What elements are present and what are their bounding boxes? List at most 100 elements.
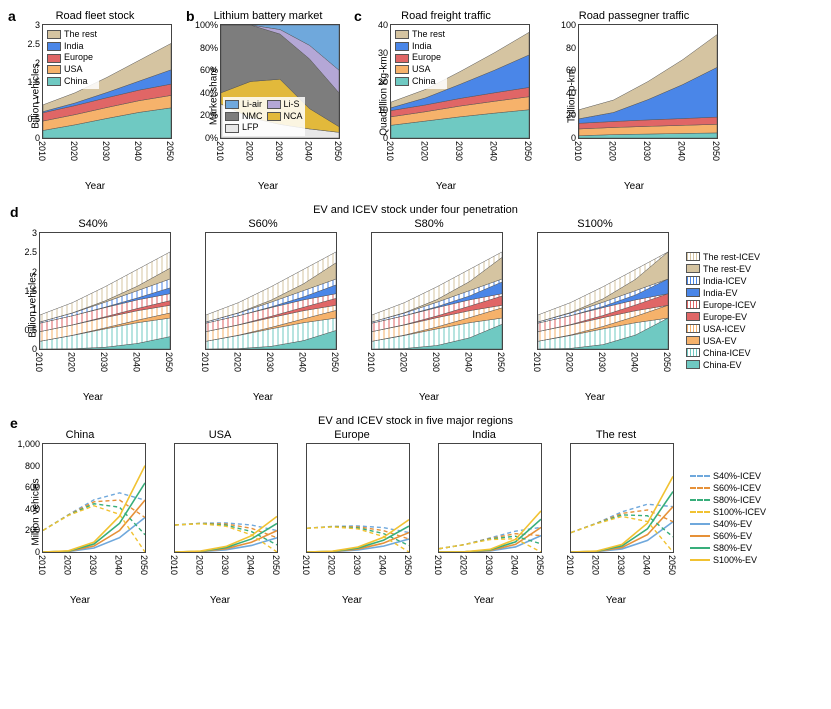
legend-item: S60%-ICEV [690, 483, 766, 493]
panel-e-sub-1: USA 20102020203020402050 Year [158, 429, 282, 606]
xtick: 2050 [139, 555, 149, 575]
panel-b-label: b [186, 8, 195, 24]
panel-b-chart: 0%20%40%60%80%100%Li-airLi-SNMCNCALFP [220, 24, 340, 139]
legend-item: India-EV [686, 288, 760, 298]
legend-swatch [47, 77, 61, 86]
ytick: 2.5 [24, 247, 40, 257]
xtick: 2010 [565, 555, 575, 575]
xtick: 2050 [523, 141, 533, 161]
legend-line-swatch [690, 511, 710, 513]
panel-b: b Lithium battery market Market share 0%… [188, 10, 348, 192]
panel-e-sub-2: Europe 20102020203020402050 Year [290, 429, 414, 606]
legend-swatch [267, 100, 281, 109]
ytick: 0.5 [24, 325, 40, 335]
legend-item: S40%-EV [690, 519, 766, 529]
ytick: 800 [25, 461, 43, 471]
panel-e-sub-1-title: USA [209, 429, 232, 441]
xtick: 2010 [433, 555, 443, 575]
panel-d-chart-3 [537, 232, 669, 350]
ytick: 200 [25, 525, 43, 535]
xtick: 2020 [63, 555, 73, 575]
xtick: 2010 [200, 352, 210, 372]
xtick: 2050 [662, 352, 672, 372]
ytick: 1,000 [17, 439, 43, 449]
xtick: 2040 [677, 141, 687, 161]
legend-swatch [686, 324, 700, 333]
legend-item: USA-ICEV [686, 324, 760, 334]
legend-line-swatch [690, 487, 710, 489]
legend-swatch [686, 336, 700, 345]
legend-item: USA-EV [686, 336, 760, 346]
xtick: 2020 [69, 141, 79, 161]
ytick: 20 [566, 110, 579, 120]
legend-label: S100%-EV [713, 555, 757, 565]
panel-e-sub-0-title: China [66, 429, 95, 441]
xtick: 2020 [591, 555, 601, 575]
panel-e: e EV and ICEV stock in five major region… [10, 415, 821, 606]
xtick: 2030 [220, 555, 230, 575]
xtick: 2030 [101, 141, 111, 161]
panel-d-sub-0-title: S40% [78, 218, 107, 230]
xtick: 2050 [271, 555, 281, 575]
panel-e-chart-1 [174, 443, 278, 553]
legend-swatch [395, 42, 409, 51]
legend-label: S100%-ICEV [713, 507, 766, 517]
panel-a-legend: The restIndiaEuropeUSAChina [45, 27, 99, 89]
xtick: 2020 [67, 352, 77, 372]
legend-label: USA-EV [703, 336, 737, 346]
ytick: 60 [566, 65, 579, 75]
panel-a-title: Road fleet stock [56, 10, 135, 22]
panel-d-chart-2 [371, 232, 503, 350]
legend-swatch [47, 54, 61, 63]
panel-d-xlabel-1: Year [253, 392, 273, 403]
legend-label: NCA [284, 111, 303, 123]
legend-item: Europe [47, 52, 97, 64]
legend-swatch [686, 360, 700, 369]
legend-item: The rest [47, 29, 97, 41]
legend-label: NMC [242, 111, 263, 123]
xtick: 2020 [399, 352, 409, 372]
panel-e-chart-3 [438, 443, 542, 553]
row-abc: a Road fleet stock Billion vehicles 00.5… [10, 10, 821, 192]
legend-item: S80%-ICEV [690, 495, 766, 505]
xtick: 2040 [464, 352, 474, 372]
panel-e-chart-2 [306, 443, 410, 553]
panel-a: a Road fleet stock Billion vehicles 00.5… [10, 10, 180, 192]
panel-c1-ylabel: Quadrillion Kg-km [379, 56, 390, 135]
panel-a-label: a [8, 8, 16, 24]
ytick: 1.5 [24, 286, 40, 296]
xtick: 2020 [565, 352, 575, 372]
panel-e-xlabel-1: Year [210, 595, 230, 606]
ytick: 60% [200, 65, 221, 75]
xtick: 2020 [233, 352, 243, 372]
panel-e-sub-2-title: Europe [334, 429, 369, 441]
panel-d-xlabel-2: Year [419, 392, 439, 403]
legend-item: Li-S [267, 99, 303, 111]
xtick: 2030 [274, 141, 284, 161]
panel-e-xlabel-3: Year [474, 595, 494, 606]
legend-swatch [686, 252, 700, 261]
panel-e-xlabel-0: Year [70, 595, 90, 606]
xtick: 2050 [403, 555, 413, 575]
panel-e-sub-3: India 20102020203020402050 Year [422, 429, 546, 606]
legend-label: S80%-EV [713, 543, 752, 553]
xtick: 2040 [304, 141, 314, 161]
legend-label: India-EV [703, 288, 738, 298]
ytick: 2 [32, 267, 40, 277]
ytick: 20 [378, 77, 391, 87]
xtick: 2010 [37, 141, 47, 161]
legend-swatch [225, 124, 239, 133]
panel-c-label: c [354, 8, 362, 24]
legend-line-swatch [690, 547, 710, 549]
xtick: 2050 [164, 352, 174, 372]
legend-swatch [686, 300, 700, 309]
panel-c2-chart: 020406080100 [578, 24, 718, 139]
legend-label: Europe-EV [703, 312, 747, 322]
legend-swatch [686, 312, 700, 321]
panel-d-sub-1: S60% 20102020203020402050 Year [184, 218, 342, 403]
panel-d-sub-3-title: S100% [577, 218, 612, 230]
panel-d-legend: The rest-ICEVThe rest-EVIndia-ICEVIndia-… [682, 218, 760, 403]
legend-label: USA [412, 64, 431, 76]
xtick: 2020 [459, 555, 469, 575]
legend-label: The rest [64, 29, 97, 41]
